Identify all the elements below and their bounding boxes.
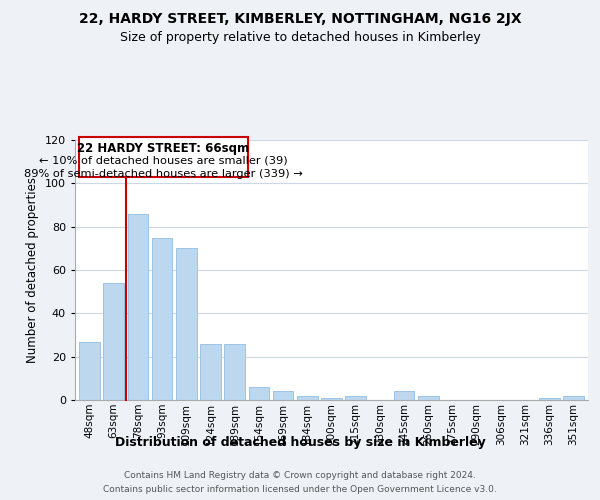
Y-axis label: Number of detached properties: Number of detached properties (26, 177, 39, 363)
Bar (394, 392, 415, 400)
Bar (418, 396, 439, 400)
Bar (152, 238, 172, 400)
Text: 22, HARDY STREET, KIMBERLEY, NOTTINGHAM, NG16 2JX: 22, HARDY STREET, KIMBERLEY, NOTTINGHAM,… (79, 12, 521, 26)
Bar (346, 396, 366, 400)
Text: 89% of semi-detached houses are larger (339) →: 89% of semi-detached houses are larger (… (24, 169, 302, 179)
Bar (128, 214, 148, 400)
Text: Contains public sector information licensed under the Open Government Licence v3: Contains public sector information licen… (103, 486, 497, 494)
Bar (273, 392, 293, 400)
Bar (539, 398, 560, 400)
Bar (176, 248, 197, 400)
Bar (79, 137, 248, 177)
Text: Contains HM Land Registry data © Crown copyright and database right 2024.: Contains HM Land Registry data © Crown c… (124, 472, 476, 480)
Bar (103, 283, 124, 400)
Bar (200, 344, 221, 400)
Bar (297, 396, 317, 400)
Bar (224, 344, 245, 400)
Text: ← 10% of detached houses are smaller (39): ← 10% of detached houses are smaller (39… (39, 156, 287, 166)
Text: Size of property relative to detached houses in Kimberley: Size of property relative to detached ho… (119, 32, 481, 44)
Bar (563, 396, 584, 400)
Text: Distribution of detached houses by size in Kimberley: Distribution of detached houses by size … (115, 436, 485, 449)
Bar (248, 387, 269, 400)
Text: 22 HARDY STREET: 66sqm: 22 HARDY STREET: 66sqm (77, 142, 250, 155)
Bar (321, 398, 342, 400)
Bar (79, 342, 100, 400)
